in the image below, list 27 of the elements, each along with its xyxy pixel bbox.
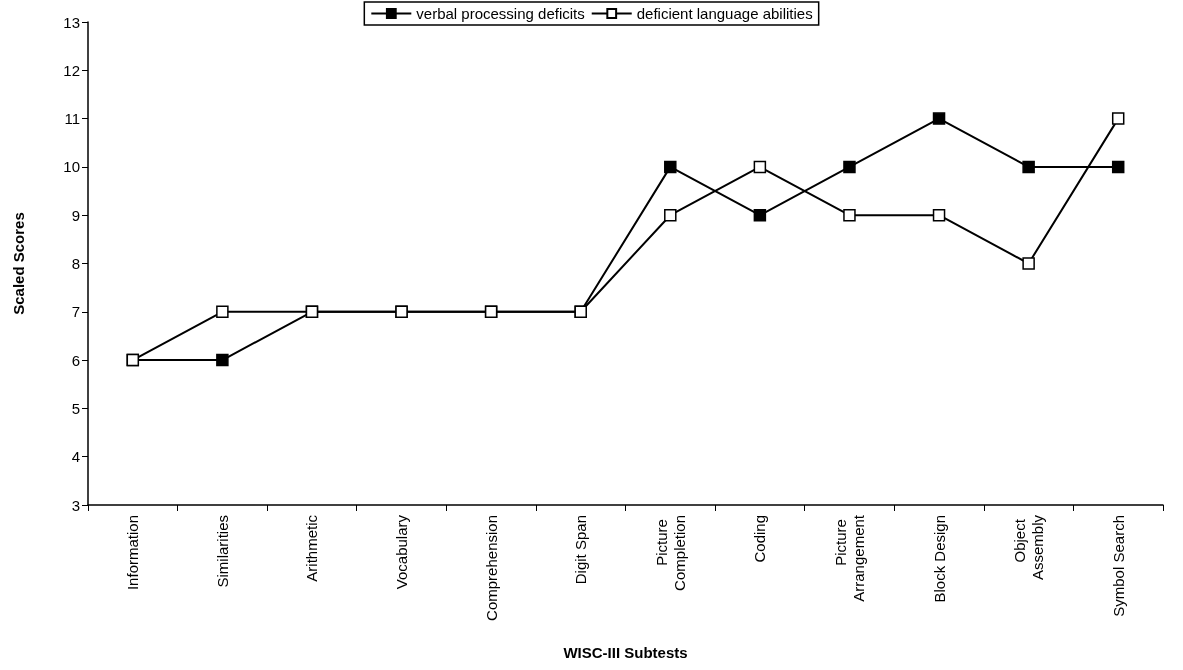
x-tick-label: Similarities (213, 515, 231, 588)
y-axis-title: Scaled Scores (10, 212, 27, 315)
y-tick-label: 3 (71, 496, 80, 514)
x-tick-label: Information (124, 515, 142, 591)
y-tick-label: 11 (64, 110, 80, 128)
x-tick-label: Comprehension (482, 515, 500, 621)
y-tick-label: 10 (63, 158, 80, 176)
y-tick-label: 12 (63, 61, 80, 79)
x-tick-label: Symbol Search (1109, 515, 1127, 617)
y-tick-label: 7 (71, 303, 80, 321)
y-tick-label: 5 (71, 399, 80, 417)
x-tick-label: Object Assembly (1011, 514, 1047, 581)
legend-label: deficient language abilities (636, 5, 813, 22)
x-tick-label: Picture Arrangement (831, 514, 867, 602)
x-tick-label: Vocabulary (393, 514, 411, 590)
x-tick-label: Digit Span (572, 515, 590, 585)
x-tick-label: Block Design (930, 515, 948, 603)
y-tick-label: 6 (71, 351, 80, 369)
y-tick-label: 4 (71, 448, 80, 466)
y-tick-label: 9 (71, 206, 80, 224)
x-tick-label: Picture Completion (652, 515, 688, 591)
x-tick-label: Arithmetic (303, 514, 321, 582)
y-tick-label: 13 (63, 13, 80, 31)
y-tick-label: 8 (71, 255, 80, 272)
legend-label: verbal processing deficits (416, 5, 585, 22)
x-tick-label: Coding (751, 515, 769, 563)
x-axis-title: WISC-III Subtests (563, 644, 688, 661)
